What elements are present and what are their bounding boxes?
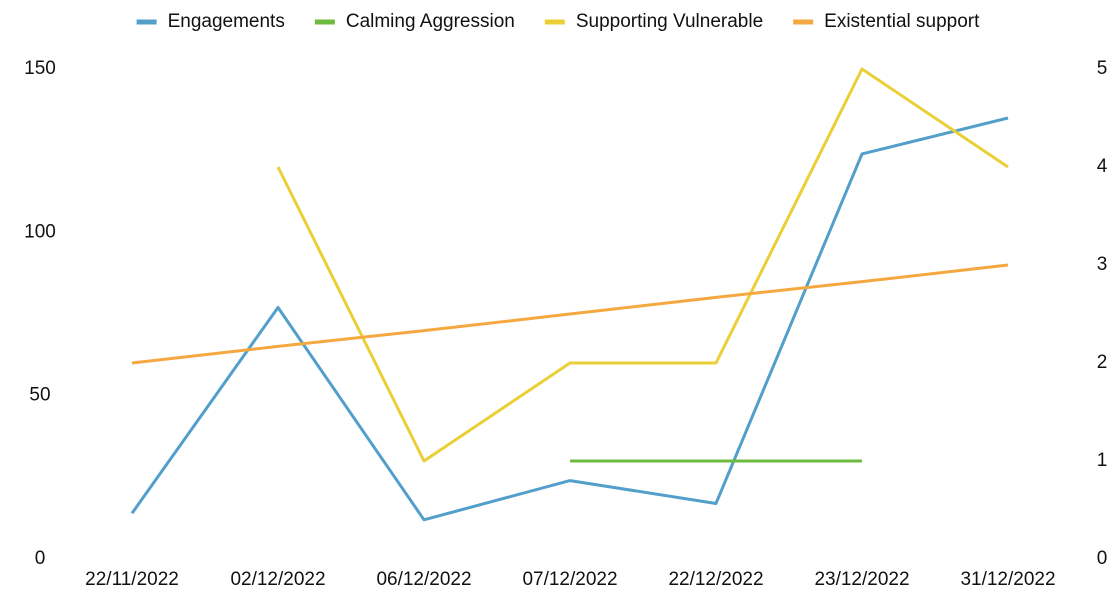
x-tick-label: 06/12/2022: [376, 569, 471, 590]
y2-tick-label: 5: [1097, 58, 1108, 79]
y-tick-label: 100: [24, 221, 56, 242]
legend-label: Supporting Vulnerable: [576, 11, 763, 32]
legend-label: Engagements: [168, 11, 285, 32]
x-tick-label: 07/12/2022: [522, 569, 617, 590]
line-series: [130, 116, 1009, 522]
legend: Engagements Calming Aggression Supporting …: [136, 11, 980, 32]
legend-label: Existential support: [824, 11, 980, 32]
y2-tick-label: 1: [1097, 450, 1108, 471]
y2-tick-label: 3: [1097, 254, 1108, 275]
x-tick-label: 31/12/2022: [960, 569, 1055, 590]
line-series: [276, 67, 1009, 463]
y2-tick-label: 4: [1097, 156, 1108, 177]
line-series: [131, 263, 1009, 365]
y2-tick-label: 2: [1097, 352, 1108, 373]
x-tick-label: 22/11/2022: [85, 569, 179, 590]
y-tick-label: 50: [29, 385, 50, 406]
y-tick-label: 0: [35, 548, 46, 569]
x-tick-label: 23/12/2022: [814, 569, 909, 590]
y-tick-label: 150: [24, 58, 56, 79]
x-tick-label: 02/12/2022: [230, 569, 325, 590]
legend-label: Calming Aggression: [346, 11, 515, 32]
y2-tick-label: 0: [1097, 548, 1108, 569]
x-tick-label: 22/12/2022: [668, 569, 763, 590]
